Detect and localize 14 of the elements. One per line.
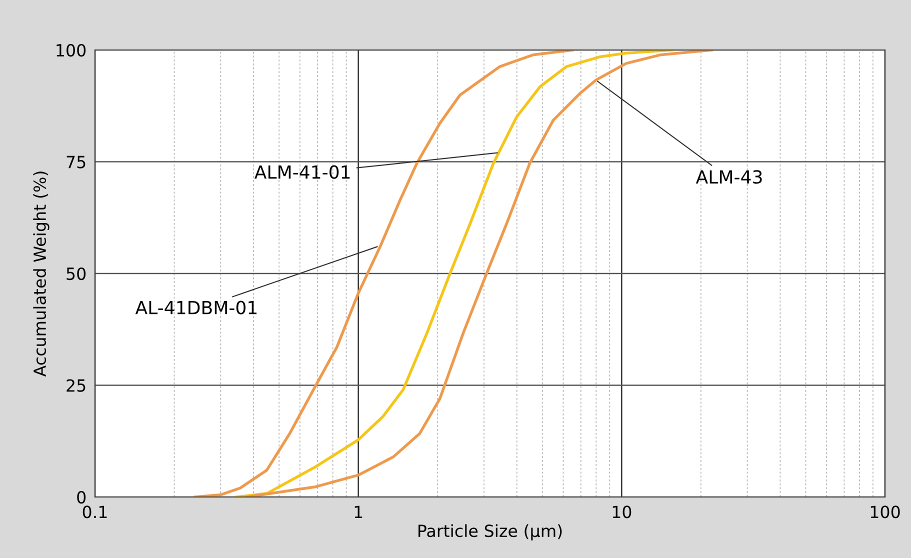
x-tick-label: 1 xyxy=(354,506,362,518)
x-axis-title: Particle Size (µm) xyxy=(418,524,562,540)
annotation: AL-41DBM-01 xyxy=(135,300,257,314)
y-axis-title: Accumulated Weight (%) xyxy=(33,172,50,377)
x-tick-label: 10 xyxy=(612,506,632,518)
x-tick-label: 0.1 xyxy=(82,506,107,518)
y-tick-label: 0 xyxy=(77,490,86,504)
x-tick-label: 100 xyxy=(870,506,900,518)
y-tick-label: 50 xyxy=(66,267,86,280)
y-tick-label: 75 xyxy=(66,156,86,168)
annotation: ALM-43 xyxy=(696,170,762,184)
y-tick-label: 25 xyxy=(66,379,86,392)
annotation: ALM-41-01 xyxy=(254,165,350,179)
y-tick-label: 100 xyxy=(56,44,86,57)
